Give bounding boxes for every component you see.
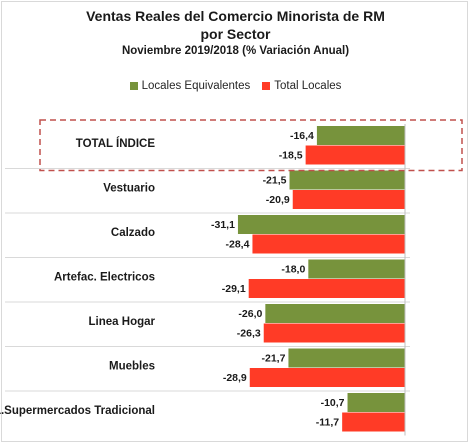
highlight-box: [39, 119, 463, 172]
bar-total-locales-linea-hogar: [263, 323, 405, 343]
data-label-total-locales-artefac-electricos: -29,1: [222, 283, 246, 295]
data-label-locales-equivalentes-l-supermercados-tradicional: -10,7: [321, 397, 345, 409]
legend-entry-locales-equivalentes: Locales Equivalentes: [129, 80, 251, 92]
category-label-artefac-electricos: Artefac. Electricos: [54, 272, 155, 284]
data-label-locales-equivalentes-linea-hogar: -26,0: [238, 308, 262, 320]
data-label-total-locales-l-supermercados-tradicional: -11,7: [316, 417, 340, 429]
data-label-locales-equivalentes-muebles: -21,7: [262, 353, 286, 365]
category-label-vestuario: Vestuario: [103, 183, 155, 195]
category-label-linea-hogar: Linea Hogar: [89, 316, 156, 328]
chart-title-line2: por Sector: [200, 26, 271, 42]
category-label-calzado: Calzado: [111, 227, 155, 239]
category-label-total-indice: TOTAL ÍNDICE: [76, 137, 156, 150]
data-label-total-locales-total-indice: -18,5: [279, 150, 303, 162]
data-label-locales-equivalentes-total-indice: -16,4: [290, 130, 314, 142]
legend-swatch-total-locales: [262, 82, 271, 90]
legend-entry-total-locales: Total Locales: [262, 80, 341, 92]
bar-locales-equivalentes-linea-hogar: [265, 304, 405, 323]
bar-locales-equivalentes-muebles: [288, 348, 405, 368]
data-label-total-locales-linea-hogar: -26,3: [237, 328, 261, 340]
category-label-muebles: Muebles: [109, 361, 155, 373]
chart-title: Ventas Reales del Comercio Minorista de …: [86, 8, 385, 24]
data-label-locales-equivalentes-artefac-electricos: -18,0: [281, 264, 305, 276]
bar-total-locales-vestuario: [292, 190, 405, 209]
bar-locales-equivalentes-artefac-electricos: [308, 259, 405, 279]
legend-swatch-locales-equivalentes: [129, 82, 138, 90]
bar-total-locales-calzado: [252, 234, 405, 254]
data-label-total-locales-calzado: -28,4: [226, 239, 250, 251]
bar-total-locales-total-indice: [305, 145, 405, 165]
legend: Locales Equivalentes Total Locales: [0, 80, 471, 92]
bar-locales-equivalentes-total-indice: [316, 126, 405, 145]
legend-label-total-locales: Total Locales: [274, 80, 342, 92]
data-label-total-locales-muebles: -28,9: [223, 372, 247, 384]
bar-locales-equivalentes-l-supermercados-tradicional: [347, 393, 405, 412]
data-label-locales-equivalentes-calzado: -31,1: [211, 219, 235, 231]
chart-subtitle: Noviembre 2019/2018 (% Variación Anual): [121, 45, 350, 57]
category-label-l-supermercados-tradicional: L.Supermercados Tradicional: [0, 405, 155, 417]
legend-label-locales-equivalentes: Locales Equivalentes: [141, 80, 251, 92]
data-label-total-locales-vestuario: -20,9: [266, 194, 290, 206]
bar-total-locales-artefac-electricos: [248, 279, 405, 298]
data-label-locales-equivalentes-vestuario: -21,5: [263, 175, 287, 187]
bar-locales-equivalentes-vestuario: [289, 170, 405, 190]
bar-locales-equivalentes-calzado: [237, 215, 405, 234]
bar-total-locales-l-supermercados-tradicional: [342, 412, 405, 432]
bar-total-locales-muebles: [249, 368, 405, 387]
